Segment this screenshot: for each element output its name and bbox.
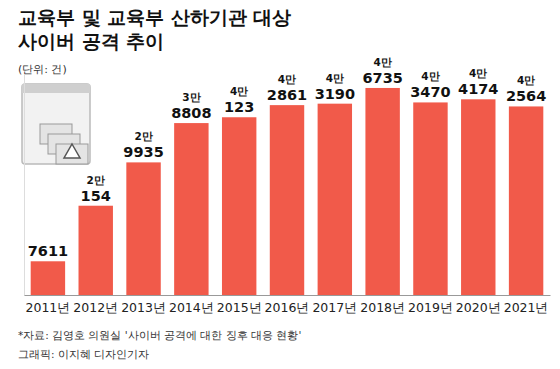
- data-label-number: 9935: [123, 144, 163, 160]
- x-tick: 2014년: [169, 295, 214, 315]
- x-tick-label: 2015년: [217, 300, 262, 315]
- data-label: 2만 9935: [123, 130, 163, 160]
- data-label: 4만 3470: [410, 70, 450, 100]
- bar: [365, 88, 399, 295]
- x-tick-label: 2014년: [169, 300, 214, 315]
- data-label-number: 2564: [506, 88, 546, 104]
- data-label: 4만 2861: [267, 73, 307, 103]
- data-label-unit: 3만: [182, 91, 200, 103]
- credit: 그래픽: 이지혜 디자인기자: [18, 348, 149, 360]
- x-tick: 2016년: [265, 295, 310, 315]
- title-line: 교육부 및 교육부 산하기관 대상: [18, 6, 291, 28]
- data-label-number: 154: [81, 188, 111, 204]
- x-tick-label: 2020년: [456, 300, 501, 315]
- x-tick: 2021년: [504, 295, 549, 315]
- data-label-number: 8808: [171, 105, 211, 121]
- data-label-unit: 2만: [87, 174, 105, 186]
- x-tick-label: 2017년: [312, 300, 357, 315]
- icon-bar: [22, 84, 90, 93]
- x-tick-label: 2016년: [265, 300, 310, 315]
- data-label-unit: 2만: [134, 130, 152, 142]
- data-label: 4만123: [224, 85, 254, 115]
- x-tick: 2018년: [360, 295, 405, 315]
- icon-window: [22, 84, 90, 164]
- x-tick-label: 2018년: [360, 300, 405, 315]
- icon: [22, 84, 90, 164]
- unit-label: (단위: 건): [18, 63, 67, 76]
- data-label-number: 4174: [458, 81, 498, 97]
- title-line: 사이버 공격 추이: [18, 30, 164, 52]
- data-label-unit: 4만: [517, 74, 535, 86]
- y-axis: [24, 74, 25, 296]
- x-tick-label: 2013년: [121, 300, 166, 315]
- bar: [270, 105, 304, 295]
- data-label: 4만 2564: [506, 74, 546, 104]
- data-label-number: 6735: [362, 70, 402, 86]
- source: *자료: 김영호 의원실 '사이버 공격에 대한 징후 대응 현황': [18, 329, 301, 341]
- data-label: 4만 6735: [362, 56, 402, 86]
- bar: [413, 102, 447, 295]
- x-tick: 2012년: [73, 295, 118, 315]
- x-tick: 2013년: [121, 295, 166, 315]
- bar: [318, 104, 352, 295]
- data-label: 2만154: [81, 174, 111, 204]
- x-tick: 2019년: [408, 295, 453, 315]
- data-label-unit: 4만: [421, 70, 439, 82]
- title: 교육부 및 교육부 산하기관 대상사이버 공격 추이: [18, 6, 291, 52]
- x-axis-line: [25, 295, 551, 296]
- data-label-number: 2861: [267, 87, 307, 103]
- x-tick: 2017년: [312, 295, 357, 315]
- data-label-number: 3190: [315, 86, 355, 102]
- data-label-unit: 4만: [469, 67, 487, 79]
- bars: [31, 88, 544, 295]
- x-tick-label: 2011년: [26, 300, 71, 315]
- x-tick-label: 2021년: [504, 300, 549, 315]
- icon-warning: [64, 144, 80, 158]
- data-label: 4만 3190: [315, 72, 355, 102]
- x-tick: 2020년: [456, 295, 501, 315]
- x-tick-label: 2019년: [408, 300, 453, 315]
- data-label-unit: 4만: [373, 56, 391, 68]
- bar: [79, 206, 113, 295]
- data-label-unit: 4만: [278, 73, 296, 85]
- x-tick-label: 2012년: [73, 300, 118, 315]
- x-tick: 2015년: [217, 295, 262, 315]
- bar: [461, 99, 495, 295]
- data-label: 4만 4174: [458, 67, 498, 97]
- data-label-number: 3470: [410, 84, 450, 100]
- x-axis: 2011년2012년2013년2014년2015년2016년2017년2018년…: [25, 295, 551, 315]
- data-label-unit: 4만: [326, 72, 344, 84]
- bar: [31, 261, 65, 295]
- bar: [126, 162, 160, 295]
- y-axis-line: [24, 74, 25, 296]
- chart: 교육부 및 교육부 산하기관 대상사이버 공격 추이(단위: 건)2011년20…: [0, 0, 560, 369]
- icon-card: [56, 144, 88, 164]
- bar: [174, 123, 208, 295]
- data-label: 7611: [28, 243, 68, 259]
- data-labels: 76112만1542만99353만88084만1234만28614만31904만…: [28, 56, 547, 259]
- bar: [509, 106, 543, 295]
- data-label-number: 7611: [28, 243, 68, 259]
- x-tick: 2011년: [26, 295, 71, 315]
- bar: [222, 117, 256, 295]
- data-label-number: 123: [224, 99, 254, 115]
- data-label: 3만 8808: [171, 91, 211, 121]
- data-label-unit: 4만: [230, 85, 248, 97]
